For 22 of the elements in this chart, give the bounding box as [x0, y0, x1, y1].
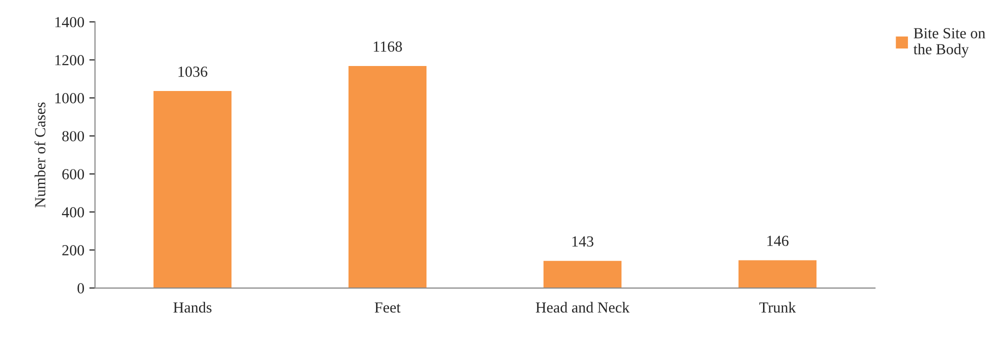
- y-tick-label: 400: [62, 207, 84, 218]
- bar: [738, 260, 816, 288]
- bar: [348, 66, 426, 288]
- y-tick-label: 1000: [55, 93, 84, 104]
- data-label: 1168: [374, 41, 402, 52]
- y-tick-label: 800: [62, 131, 84, 142]
- y-tick-label: 1400: [55, 17, 84, 28]
- data-label: 143: [572, 236, 594, 247]
- x-tick-label: Hands: [173, 302, 212, 313]
- y-tick-label: 0: [78, 283, 84, 294]
- data-label: 146: [767, 236, 788, 246]
- y-tick-label: 200: [62, 245, 84, 256]
- x-tick-label: Feet: [374, 302, 401, 313]
- data-label: 1036: [178, 66, 208, 77]
- legend-label: Bite Site on the Body: [914, 28, 986, 58]
- bar: [544, 260, 622, 288]
- y-tick-label: 1200: [55, 55, 84, 66]
- x-tick-label: Trunk: [759, 302, 796, 313]
- y-axis-title: Number of Cases: [34, 102, 46, 208]
- x-tick-label: Head and Neck: [536, 302, 630, 313]
- y-tick-label: 600: [62, 169, 84, 180]
- bar: [154, 91, 232, 288]
